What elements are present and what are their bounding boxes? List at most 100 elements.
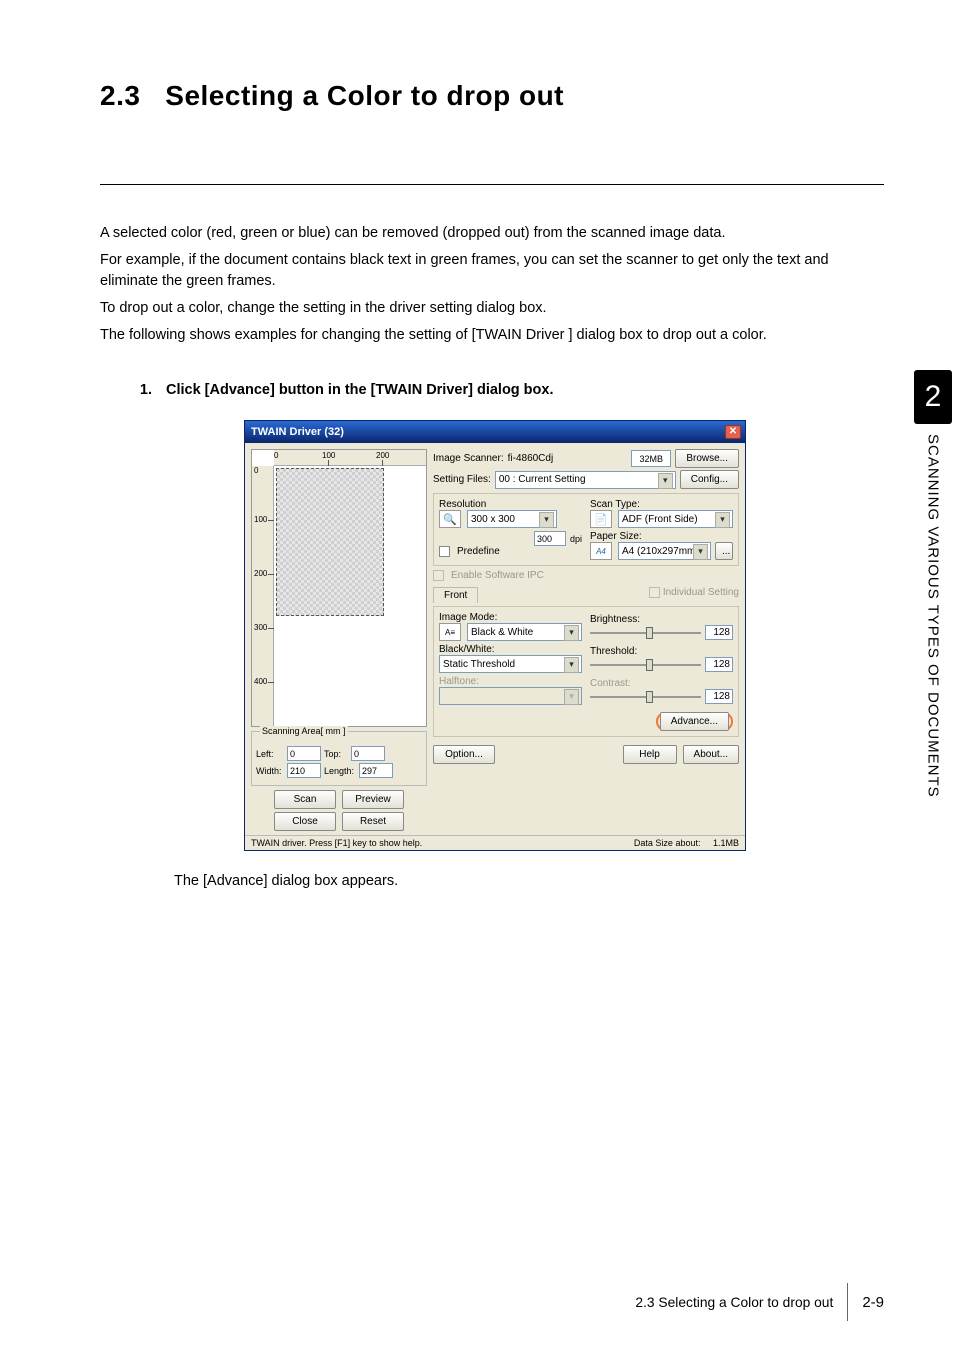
individual-setting-label: Individual Setting (663, 587, 739, 598)
resolution-icon: 🔍 (439, 510, 461, 528)
setting-files-value: 00 : Current Setting (499, 474, 586, 485)
footer-section-ref: 2.3 Selecting a Color to drop out (635, 1295, 833, 1310)
chapter-side-tab: 2 SCANNING VARIOUS TYPES OF DOCUMENTS (912, 370, 954, 798)
data-size-label: Data Size about: (634, 838, 701, 848)
paper-size-more-button[interactable]: ... (715, 542, 733, 560)
step-number: 1. (134, 382, 152, 398)
predefine-label: Predefine (457, 546, 500, 557)
footer-page-number: 2-9 (862, 1294, 884, 1311)
left-input[interactable] (287, 746, 321, 761)
resolution-value: 300 x 300 (471, 514, 515, 525)
predefine-checkbox[interactable] (439, 546, 450, 557)
scan-type-icon: 📄 (590, 510, 612, 528)
ruler-y-100: 100 (254, 515, 267, 524)
footer-divider (847, 1283, 848, 1321)
setting-files-label: Setting Files: (433, 474, 491, 485)
halftone-label: Halftone: (439, 676, 479, 687)
contrast-input[interactable] (705, 689, 733, 704)
data-size-value: 1.1MB (713, 838, 739, 848)
preview-page-outline[interactable] (276, 468, 384, 616)
ruler-vertical: 0 100 200 300 400 (252, 466, 274, 726)
brightness-slider[interactable] (590, 632, 701, 634)
threshold-label: Threshold: (590, 646, 637, 657)
step-1: 1. Click [Advance] button in the [TWAIN … (134, 382, 884, 398)
scan-type-value: ADF (Front Side) (622, 514, 698, 525)
scan-settings-group: Resolution 🔍 300 x 300 dpi Predefine (433, 493, 739, 566)
advance-highlight: Advance... (656, 712, 733, 731)
status-help-text: TWAIN driver. Press [F1] key to show hel… (251, 838, 422, 848)
paper-size-combo[interactable]: A4 (210x297mm) (618, 542, 711, 560)
preview-area[interactable]: 0 100 200 0 100 200 (251, 449, 427, 727)
paper-size-label: Paper Size: (590, 531, 642, 542)
dpi-unit: dpi (570, 534, 582, 544)
chapter-side-label: SCANNING VARIOUS TYPES OF DOCUMENTS (925, 434, 942, 798)
ruler-x-200: 200 (376, 451, 389, 460)
top-input[interactable] (351, 746, 385, 761)
para-1: A selected color (red, green or blue) ca… (100, 223, 884, 244)
bw-value: Static Threshold (443, 659, 515, 670)
length-input[interactable] (359, 763, 393, 778)
reset-button[interactable]: Reset (342, 812, 404, 831)
browse-button[interactable]: Browse... (675, 449, 739, 468)
paper-size-icon: A4 (590, 542, 612, 560)
front-tab[interactable]: Front (433, 587, 478, 603)
image-mode-value: Black & White (471, 627, 533, 638)
scanning-area-group: Scanning Area[ mm ] Left: Top: Width: Le… (251, 731, 427, 786)
page-footer: 2.3 Selecting a Color to drop out 2-9 (635, 1283, 884, 1321)
scanner-label: Image Scanner: (433, 453, 504, 464)
section-number: 2.3 (100, 80, 140, 111)
para-2: For example, if the document contains bl… (100, 250, 884, 292)
para-4: The following shows examples for changin… (100, 325, 884, 346)
preview-button[interactable]: Preview (342, 790, 404, 809)
scan-button[interactable]: Scan (274, 790, 336, 809)
about-button[interactable]: About... (683, 745, 739, 764)
body-text: A selected color (red, green or blue) ca… (100, 223, 884, 346)
bw-combo[interactable]: Static Threshold (439, 655, 582, 673)
memory-display: 32MB (631, 450, 671, 467)
ruler-horizontal: 0 100 200 (274, 450, 426, 466)
twain-dialog: TWAIN Driver (32) ✕ 0 100 200 (244, 420, 746, 851)
contrast-slider (590, 696, 701, 698)
ruler-y-400: 400 (254, 677, 267, 686)
threshold-slider[interactable] (590, 664, 701, 666)
enable-ipc-label: Enable Software IPC (451, 570, 544, 581)
section-heading: 2.3 Selecting a Color to drop out (100, 80, 884, 112)
ruler-y-0: 0 (254, 466, 258, 475)
ruler-x-0: 0 (274, 451, 278, 460)
close-button[interactable]: Close (274, 812, 336, 831)
bw-label: Black/White: (439, 644, 495, 655)
top-label: Top: (324, 749, 348, 759)
threshold-input[interactable] (705, 657, 733, 672)
scanning-area-label: Scanning Area[ mm ] (260, 726, 348, 736)
advance-button[interactable]: Advance... (660, 712, 729, 731)
close-icon[interactable]: ✕ (725, 425, 741, 439)
image-mode-icon: A≡ (439, 623, 461, 641)
resolution-combo[interactable]: 300 x 300 (467, 510, 557, 528)
halftone-combo (439, 687, 582, 705)
status-bar: TWAIN driver. Press [F1] key to show hel… (245, 835, 745, 850)
length-label: Length: (324, 766, 356, 776)
help-button[interactable]: Help (623, 745, 677, 764)
width-label: Width: (256, 766, 284, 776)
para-3: To drop out a color, change the setting … (100, 298, 884, 319)
dpi-input[interactable] (534, 531, 566, 546)
ruler-y-300: 300 (254, 623, 267, 632)
scan-type-combo[interactable]: ADF (Front Side) (618, 510, 733, 528)
paper-size-value: A4 (210x297mm) (622, 546, 699, 557)
width-input[interactable] (287, 763, 321, 778)
scanner-value: fi-4860Cdj (508, 453, 554, 464)
config-button[interactable]: Config... (680, 470, 739, 489)
image-mode-combo[interactable]: Black & White (467, 623, 582, 641)
step-result: The [Advance] dialog box appears. (174, 873, 884, 889)
dialog-title: TWAIN Driver (32) (251, 426, 344, 438)
ruler-x-100: 100 (322, 451, 335, 460)
brightness-input[interactable] (705, 625, 733, 640)
image-mode-label: Image Mode: (439, 612, 497, 623)
section-title-text: Selecting a Color to drop out (165, 80, 564, 111)
image-tab-panel: Image Mode: A≡ Black & White Black/White… (433, 606, 739, 737)
setting-files-combo[interactable]: 00 : Current Setting (495, 471, 676, 489)
contrast-label: Contrast: (590, 678, 631, 689)
dialog-titlebar[interactable]: TWAIN Driver (32) ✕ (245, 421, 745, 443)
resolution-label: Resolution (439, 499, 486, 510)
option-button[interactable]: Option... (433, 745, 495, 764)
